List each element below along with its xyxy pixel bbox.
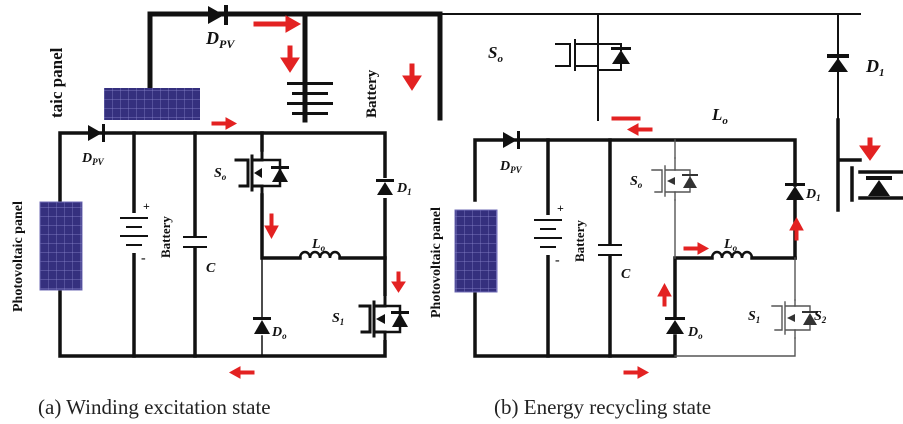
top-label-battery: Battery (364, 69, 380, 118)
b-label-battery: Battery (572, 220, 587, 262)
a-label-dpv: DPV (81, 151, 105, 167)
b-capacitor (598, 244, 622, 256)
top-wire-frame (147, 11, 443, 121)
b-wire-bottom (473, 290, 677, 358)
a-label-so: So (214, 166, 227, 182)
a-label-d1: D1 (396, 181, 412, 197)
a-arrow-bottom-left (228, 366, 255, 379)
a-inductor-lo (298, 250, 342, 260)
b-diode-dpv (503, 131, 520, 149)
top-strip-circuit: DPV Battery taic panel So D1 Lo (47, 5, 885, 127)
top-label-so: So (488, 43, 503, 65)
caption-a: (a) Winding excitation state (38, 395, 271, 419)
b-pv-panel-icon (454, 209, 498, 293)
top-pv-panel-icon (104, 88, 200, 120)
a-pv-panel-icon (39, 201, 83, 291)
right-edge-fragment (836, 118, 903, 212)
b-arrow-bottom-right (623, 366, 650, 379)
a-arrow-s1-down (391, 271, 406, 293)
a-label-do: Do (271, 325, 287, 341)
top-diode-d1 (827, 54, 849, 72)
b-label-so: So (630, 174, 643, 190)
top-arrow-down-2 (402, 63, 422, 91)
a-label-s1: S1 (332, 311, 344, 327)
a-arrow-top-right (211, 117, 238, 130)
a-label-pv: Photovoltaic panel (11, 201, 26, 312)
b-arrow-d1-up (789, 216, 804, 241)
a-capacitor (183, 236, 207, 248)
b-inductor-lo (710, 250, 754, 260)
b-wire-lo (673, 256, 797, 320)
a-diode-d1 (376, 178, 394, 198)
a-arrow-so-down (264, 213, 279, 240)
b-label-do: Do (687, 325, 703, 341)
right-edge-arrow-down (859, 137, 881, 161)
b-arrow-do-up (657, 282, 672, 307)
a-mosfet-so (234, 148, 289, 197)
b-diode-d1 (785, 183, 805, 200)
a-mosfet-s1 (358, 294, 410, 344)
a-diode-dpv (88, 124, 105, 142)
b-label-d1: D1 (805, 187, 821, 203)
b-battery (532, 215, 564, 255)
top-mosfet-so (555, 39, 631, 71)
b-label-s1: S1 (748, 309, 760, 325)
a-label-c: C (206, 261, 216, 276)
b-label-minus: - (555, 253, 560, 268)
top-diode-dpv (208, 5, 228, 25)
top-arrow-right (253, 15, 302, 33)
a-battery (118, 213, 150, 253)
top-label-d1: D1 (865, 56, 885, 79)
b-wire-thin (674, 139, 796, 357)
top-battery (287, 82, 333, 115)
b-label-c: C (621, 267, 631, 282)
a-label-minus: - (141, 251, 146, 266)
a-label-plus: + (143, 199, 150, 213)
top-label-dpv: DPV (205, 28, 235, 51)
b-label-plus: + (557, 201, 564, 215)
a-wire-outer (58, 131, 387, 358)
circuit-a: Photovoltaic panel DPV + - Battery C So … (11, 117, 412, 379)
b-arrow-lo-right (683, 242, 710, 255)
a-label-battery: Battery (158, 216, 173, 258)
top-wire-right (439, 13, 861, 121)
b-mosfet-s1-s2 (771, 299, 818, 339)
b-label-pv: Photovoltaic panel (429, 207, 444, 318)
b-label-lo: Lo (723, 237, 738, 253)
b-label-s2: S2 (814, 309, 827, 325)
b-diode-do (665, 317, 685, 334)
right-edge-diode (868, 180, 890, 196)
b-arrow-top-left (626, 123, 653, 136)
caption-b: (b) Energy recycling state (494, 395, 711, 419)
circuit-b: Photovoltaic panel DPV + - Battery C So … (429, 123, 827, 379)
a-wire-switch-node (260, 131, 302, 260)
top-arrow-down-1 (280, 45, 300, 73)
b-mosfet-so (651, 157, 698, 201)
a-diode-do (253, 317, 271, 334)
top-label-lo: Lo (711, 105, 728, 127)
a-label-lo: Lo (311, 237, 326, 253)
top-arrow-right-2 (611, 116, 641, 121)
b-label-dpv: DPV (499, 159, 523, 175)
b-wire-top-right (473, 138, 797, 260)
top-label-pv: taic panel (47, 47, 66, 118)
